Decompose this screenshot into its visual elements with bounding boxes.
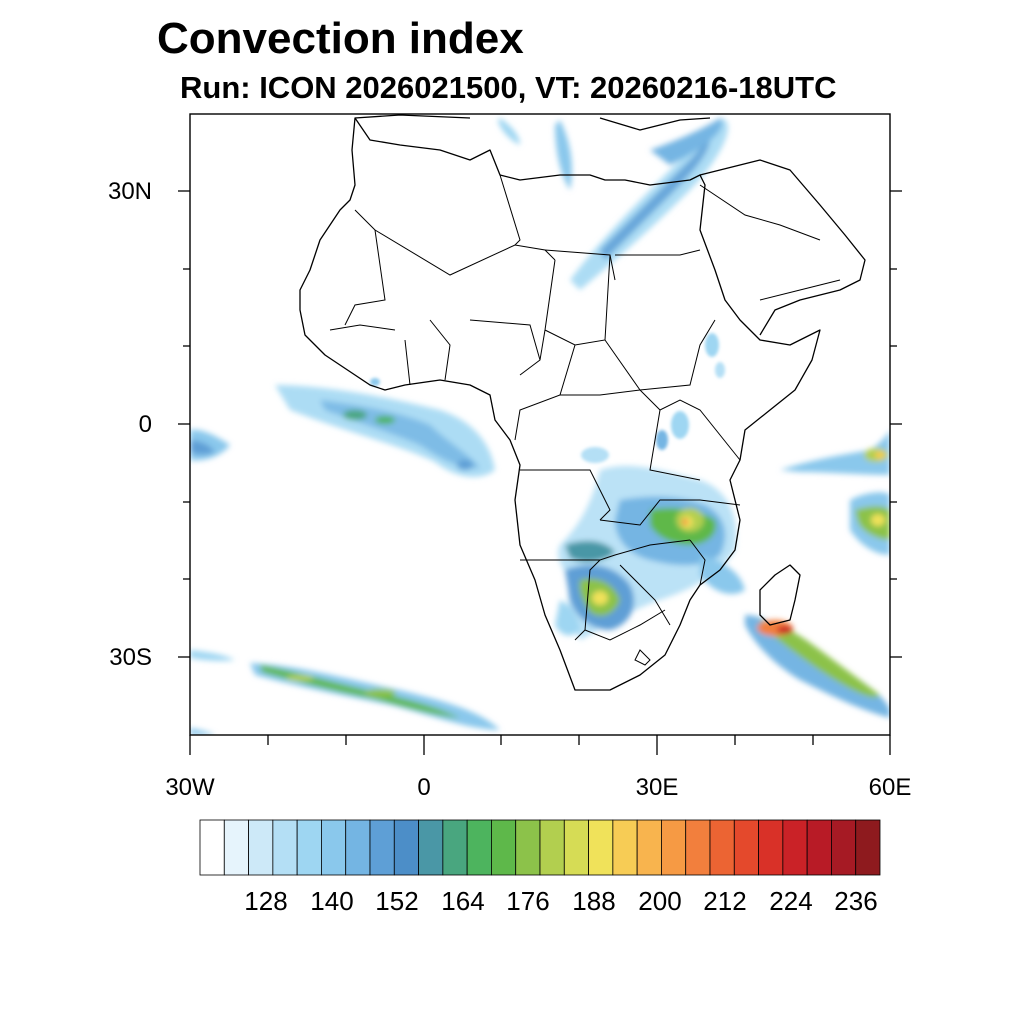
lat-label-0: 0 (138, 411, 152, 438)
lat-label-30n: 30N (107, 178, 152, 205)
colorbar-swatch (539, 819, 565, 876)
northern-band-cells (498, 118, 729, 290)
colorbar-swatch (418, 819, 444, 876)
lat-label-30s: 30S (109, 644, 152, 671)
colorbar-swatch (369, 819, 395, 876)
colorbar-label: 164 (441, 886, 485, 916)
colorbar-swatch (515, 819, 541, 876)
colorbar-swatch (806, 819, 832, 876)
chart-subtitle: Run: ICON 2026021500, VT: 20260216-18UTC (180, 70, 837, 105)
colorbar-swatch (393, 819, 419, 876)
axis-ticks (178, 190, 902, 755)
colorbar-label: 212 (703, 886, 747, 916)
colorbar-label: 188 (572, 886, 616, 916)
colorbar-swatch (661, 819, 687, 876)
colorbar-swatch (855, 819, 881, 876)
colorbar-swatch (199, 819, 225, 876)
atlantic-itcz-cells (190, 385, 495, 477)
colorbar-swatch (296, 819, 322, 876)
colorbar-label: 176 (506, 886, 550, 916)
lon-label-60e: 60E (868, 774, 912, 801)
colorbar-swatch (321, 819, 347, 876)
colorbar-swatch (636, 819, 662, 876)
south-atlantic-band-cells (190, 650, 500, 735)
colorbar-swatch (563, 819, 589, 876)
colorbar-swatch (248, 819, 274, 876)
colorbar-label: 200 (638, 886, 682, 916)
colorbar-swatch (612, 819, 638, 876)
colorbar-swatch (272, 819, 298, 876)
southern-africa-cells (555, 465, 745, 640)
convection-field (190, 118, 890, 735)
colorbar-label: 236 (834, 886, 878, 916)
colorbar (199, 819, 881, 876)
colorbar-swatch (782, 819, 808, 876)
colorbar-swatch (466, 819, 492, 876)
colorbar-swatch (491, 819, 517, 876)
colorbar-swatch (709, 819, 735, 876)
chart-title: Convection index (157, 14, 524, 63)
colorbar-label: 152 (375, 886, 419, 916)
east-africa-cells (370, 333, 725, 463)
africa-outline (299, 114, 866, 691)
colorbar-swatch (733, 819, 759, 876)
lon-label-30w: 30W (165, 774, 215, 801)
colorbar-label: 128 (244, 886, 288, 916)
colorbar-label: 140 (310, 886, 354, 916)
colorbar-swatch (345, 819, 371, 876)
lon-label-30e: 30E (635, 774, 679, 801)
lon-label-0: 0 (417, 774, 431, 801)
colorbar-swatch (758, 819, 784, 876)
colorbar-label: 224 (769, 886, 813, 916)
indian-ocean-cells (745, 430, 890, 718)
colorbar-swatch (223, 819, 249, 876)
colorbar-swatch (831, 819, 857, 876)
colorbar-swatch (442, 819, 468, 876)
colorbar-swatch (685, 819, 711, 876)
country-borders (329, 174, 841, 666)
colorbar-swatch (588, 819, 614, 876)
